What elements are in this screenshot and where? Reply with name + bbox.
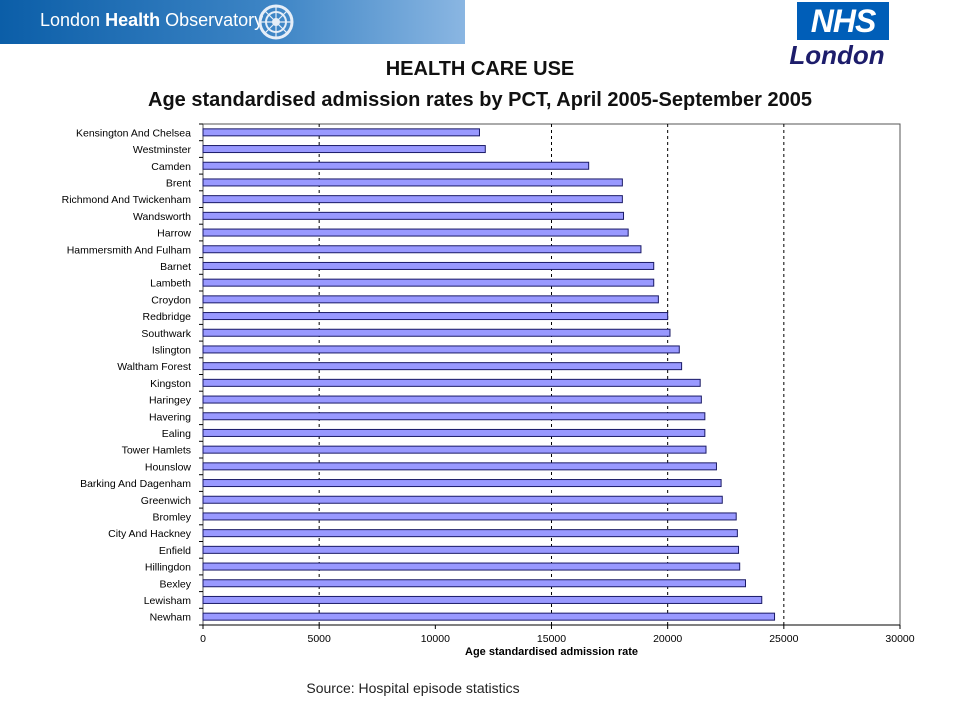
category-label: Barnet — [160, 261, 191, 273]
category-label: Wandsworth — [133, 211, 191, 223]
bar — [202, 562, 741, 571]
category-label: Richmond And Twickenham — [62, 194, 192, 206]
bar — [202, 512, 737, 521]
london-health-observatory-logo: London Health Observatory — [0, 0, 465, 44]
category-label: Havering — [149, 411, 191, 423]
category-label: Barking And Dagenham — [80, 478, 191, 490]
bar — [202, 545, 740, 554]
observatory-emblem-icon — [258, 4, 294, 40]
plot-area — [202, 123, 901, 626]
category-label: Kensington And Chelsea — [76, 127, 191, 139]
bar — [202, 529, 738, 538]
bar — [202, 295, 659, 304]
category-label: Westminster — [133, 144, 192, 156]
category-label: Brent — [166, 177, 191, 189]
bar — [202, 412, 706, 421]
category-label: Bromley — [152, 511, 191, 523]
category-label: Redbridge — [143, 311, 192, 323]
nhs-logo-text: NHS — [810, 3, 877, 39]
bar — [202, 495, 723, 504]
admission-rate-bar-chart: Kensington And Chelsea Westminster Camden B… — [62, 123, 915, 658]
bar — [202, 312, 669, 321]
category-label: Lewisham — [144, 595, 192, 607]
category-label: Islington — [152, 344, 191, 356]
category-label: Enfield — [159, 545, 191, 557]
chart-title: Age standardised admission rates by PCT,… — [148, 89, 812, 111]
slide-title: HEALTH CARE USE — [385, 58, 575, 80]
category-label: Hammersmith And Fulham — [67, 244, 192, 256]
bar — [202, 445, 707, 454]
category-label: Kingston — [150, 378, 191, 390]
bar — [202, 428, 706, 437]
logo-text-part-2: Health — [105, 10, 161, 30]
x-tick-label: 15000 — [537, 633, 566, 645]
logo-text-part-1: London — [40, 10, 106, 30]
category-label: Camden — [151, 161, 191, 173]
category-label: Hillingdon — [145, 562, 191, 574]
category-label: Southwark — [141, 328, 191, 340]
bar — [202, 245, 642, 254]
bar — [202, 261, 655, 270]
bar — [202, 161, 590, 170]
x-tick-label: 5000 — [307, 633, 331, 645]
source-note: Source: Hospital episode statistics — [306, 680, 520, 696]
x-tick-label: 25000 — [769, 633, 798, 645]
observatory-logo-text: London Health Observatory — [40, 10, 263, 31]
logo-text-part-3: Observatory — [160, 10, 264, 30]
category-label: Tower Hamlets — [122, 445, 191, 457]
bar — [202, 145, 486, 154]
bar — [202, 211, 625, 220]
bar — [202, 378, 701, 387]
category-label: Croydon — [151, 294, 191, 306]
bar — [202, 612, 776, 621]
category-label: Greenwich — [141, 495, 191, 507]
bar — [202, 345, 680, 354]
x-tick-label: 10000 — [421, 633, 450, 645]
bar — [202, 579, 746, 588]
bar — [202, 479, 722, 488]
bar — [202, 178, 623, 187]
x-axis-title: Age standardised admission rate — [465, 646, 638, 658]
bar — [202, 362, 683, 371]
category-label: Newham — [150, 612, 192, 624]
x-tick-label: 20000 — [653, 633, 682, 645]
bar — [202, 462, 717, 471]
bar — [202, 228, 629, 237]
category-label: Lambeth — [150, 278, 191, 290]
bar — [202, 278, 655, 287]
x-tick-label: 30000 — [885, 633, 914, 645]
bar — [202, 328, 671, 337]
category-label: Ealing — [162, 428, 191, 440]
category-label: City And Hackney — [108, 528, 192, 540]
nhs-logo: NHS — [797, 2, 889, 40]
category-label: Bexley — [159, 578, 191, 590]
bar — [202, 128, 480, 137]
nhs-region-text: London — [789, 40, 885, 70]
category-label: Harrow — [157, 228, 191, 240]
bar — [202, 195, 623, 204]
bar — [202, 595, 763, 604]
category-label: Hounslow — [145, 461, 192, 473]
bar — [202, 395, 702, 404]
category-label: Haringey — [149, 395, 192, 407]
x-tick-label: 0 — [200, 633, 206, 645]
category-label: Waltham Forest — [117, 361, 191, 373]
